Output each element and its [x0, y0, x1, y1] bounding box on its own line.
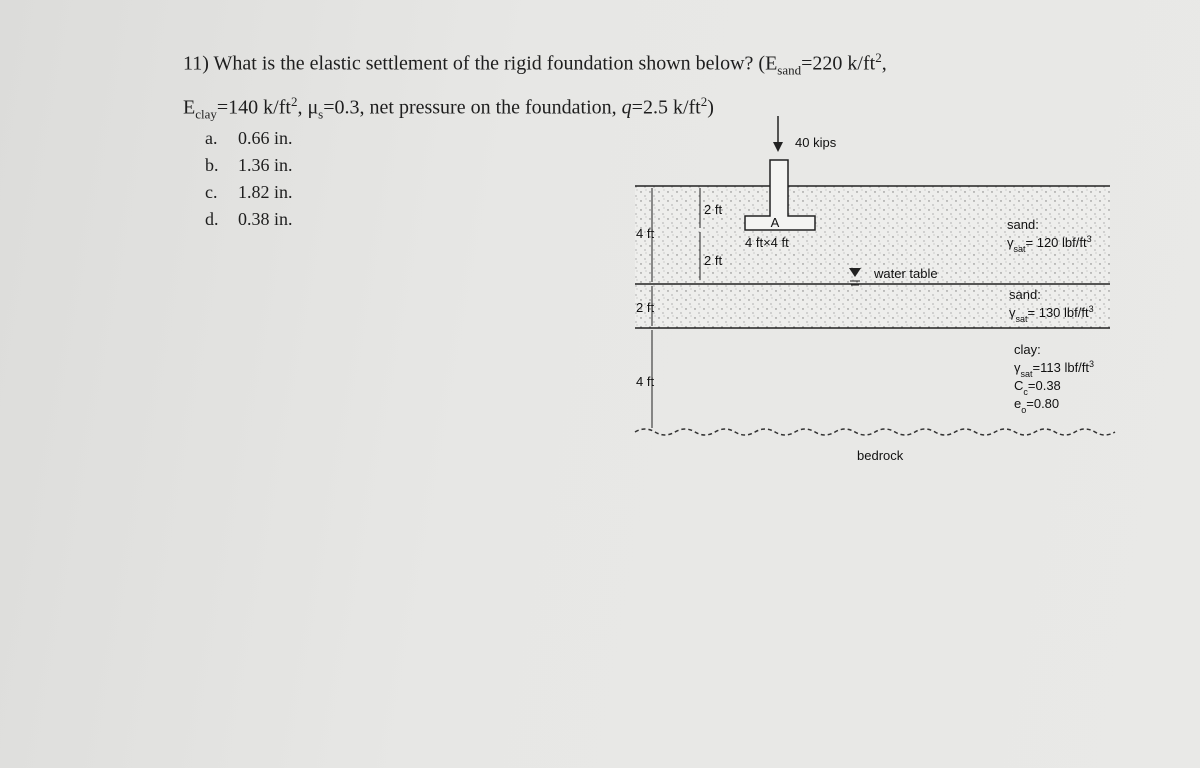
option: d. 0.38 in. — [205, 206, 293, 233]
text-run: 3 — [1087, 234, 1092, 244]
text-run: γ — [1014, 360, 1021, 375]
bedrock-label: bedrock — [857, 448, 904, 463]
option-answer: 0.66 in. — [238, 128, 293, 148]
text-run: clay: — [1014, 342, 1041, 357]
text-run: , — [881, 52, 887, 75]
text-run: E — [183, 96, 196, 119]
option-letter: c. — [205, 182, 218, 202]
text-run: =113 lbf/ft — [1033, 360, 1090, 375]
text-run: o — [1021, 405, 1026, 415]
text-run: , μ — [297, 96, 319, 119]
option-letter: d. — [205, 209, 219, 229]
text-run: =0.3, net pressure on the foundation, — [323, 96, 622, 119]
layer-property: sand: — [1009, 287, 1041, 302]
option-letter: a. — [205, 128, 218, 148]
text-run: sat — [1016, 314, 1029, 324]
option-letter: b. — [205, 155, 219, 175]
text-run: = 120 lbf/ft — [1026, 235, 1087, 250]
text-run: =220 k/ft — [801, 52, 876, 75]
option-answer: 1.36 in. — [238, 155, 293, 175]
question-line: Eclay=140 k/ft2, μs=0.3, net pressure on… — [183, 86, 887, 130]
text-run: sat — [1014, 244, 1027, 254]
text-run: e — [1014, 396, 1021, 411]
text-run: γ — [1007, 235, 1014, 250]
layer-property: γsat= 130 lbf/ft3 — [1009, 304, 1094, 324]
bedrock-line — [634, 428, 1116, 436]
water-table-label: water table — [873, 266, 938, 281]
text-run: 3 — [1089, 304, 1094, 314]
layer-property: γsat= 120 lbf/ft3 — [1007, 234, 1092, 254]
text-run: sand: — [1009, 287, 1041, 302]
text-run: 11) What is the elastic settlement of th… — [183, 52, 778, 75]
layer-dimension: 4 ft — [636, 374, 654, 389]
water-table-symbol — [849, 268, 861, 277]
point-label: A — [771, 215, 780, 230]
option-answer: 1.82 in. — [238, 182, 293, 202]
footing — [744, 159, 816, 231]
text-run: =0.80 — [1026, 396, 1059, 411]
layer-property: clay: — [1014, 342, 1041, 357]
text-run: C — [1014, 378, 1023, 393]
text-run: 2 — [290, 93, 298, 109]
text-run: s — [318, 106, 324, 122]
options: a. 0.66 in. b. 1.36 in. c. 1.82 in. d. 0.38 in. — [205, 125, 293, 233]
sand-layers — [635, 186, 1110, 328]
layer-property: γsat=113 lbf/ft3 — [1014, 359, 1094, 379]
option: c. 1.82 in. — [205, 179, 293, 206]
layer-property: sand: — [1007, 217, 1039, 232]
text-run: c — [1023, 387, 1028, 397]
layer-property: Cc=0.38 — [1014, 378, 1061, 397]
text-run: =140 k/ft — [216, 96, 291, 119]
text-run: 2 — [875, 50, 882, 65]
question-line: 11) What is the elastic settlement of th… — [183, 42, 887, 86]
text-run: sat — [1021, 369, 1034, 379]
below-footing: 2 ft — [704, 253, 722, 268]
text-run: q — [621, 96, 632, 119]
question: 11) What is the elastic settlement of th… — [183, 42, 887, 129]
text-run: sand — [777, 62, 802, 78]
arrowhead — [773, 142, 783, 152]
option: a. 0.66 in. — [205, 125, 293, 152]
text-run: = 130 lbf/ft — [1028, 305, 1089, 320]
text-run: =2.5 k/ft — [631, 96, 701, 119]
load-label: 40 kips — [795, 135, 837, 150]
option: b. 1.36 in. — [205, 152, 293, 179]
option-answer: 0.38 in. — [238, 209, 293, 229]
text-run: 2 — [700, 93, 708, 109]
text-run: =0.38 — [1028, 378, 1061, 393]
footing-size: 4 ft×4 ft — [745, 235, 789, 250]
layer-dimension: 2 ft — [636, 300, 654, 315]
footing-depth: 2 ft — [704, 202, 722, 217]
layer-property: eo=0.80 — [1014, 396, 1059, 415]
text-run: 3 — [1089, 359, 1094, 369]
text-run: clay — [195, 106, 217, 122]
text-run: γ — [1009, 305, 1016, 320]
layer-dimension: 4 ft — [636, 226, 654, 241]
text-run: ) — [707, 96, 714, 119]
text-run: sand: — [1007, 217, 1039, 232]
